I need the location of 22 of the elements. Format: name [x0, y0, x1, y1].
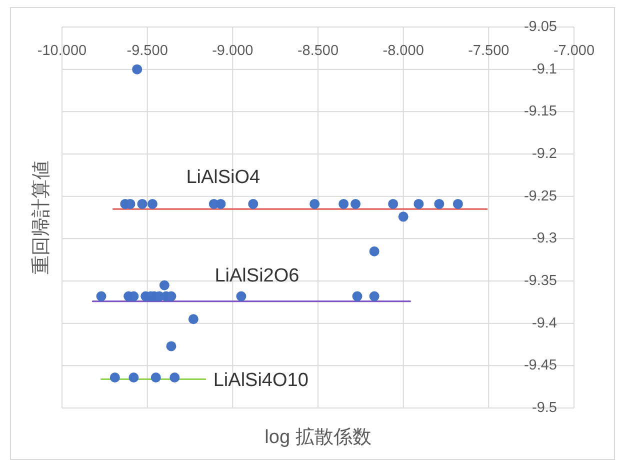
x-tick-label: -10.000: [37, 43, 87, 59]
y-tick-label: -9.4: [532, 315, 557, 332]
series-label: LiAlSi4O10: [213, 370, 308, 391]
x-tick-label: -7.500: [468, 43, 510, 59]
series-label: LiAlSi2O6: [214, 264, 300, 286]
x-tick-label: -7.000: [553, 43, 595, 59]
y-tick-label: -9.3: [532, 230, 557, 247]
y-axis-title: 重回帰計算値: [30, 160, 52, 274]
x-tick-label: -9.000: [212, 43, 254, 59]
y-tick-label: -9.1: [532, 61, 557, 78]
x-tick-label: -9.500: [126, 43, 168, 59]
series-label: LiAlSiO4: [186, 166, 261, 188]
x-tick-label: -8.000: [382, 43, 424, 59]
y-tick-label: -9.35: [524, 273, 557, 289]
x-tick-label: -8.500: [297, 43, 339, 59]
y-tick-label: -9.15: [524, 104, 557, 120]
y-tick-label: -9.2: [532, 146, 557, 162]
y-tick-label: -9.25: [524, 188, 557, 204]
y-tick-label: -9.45: [524, 358, 557, 374]
y-tick-label: -9.05: [524, 19, 557, 35]
y-tick-label: -9.5: [532, 400, 557, 416]
x-axis-title: log 拡散係数: [264, 426, 372, 448]
